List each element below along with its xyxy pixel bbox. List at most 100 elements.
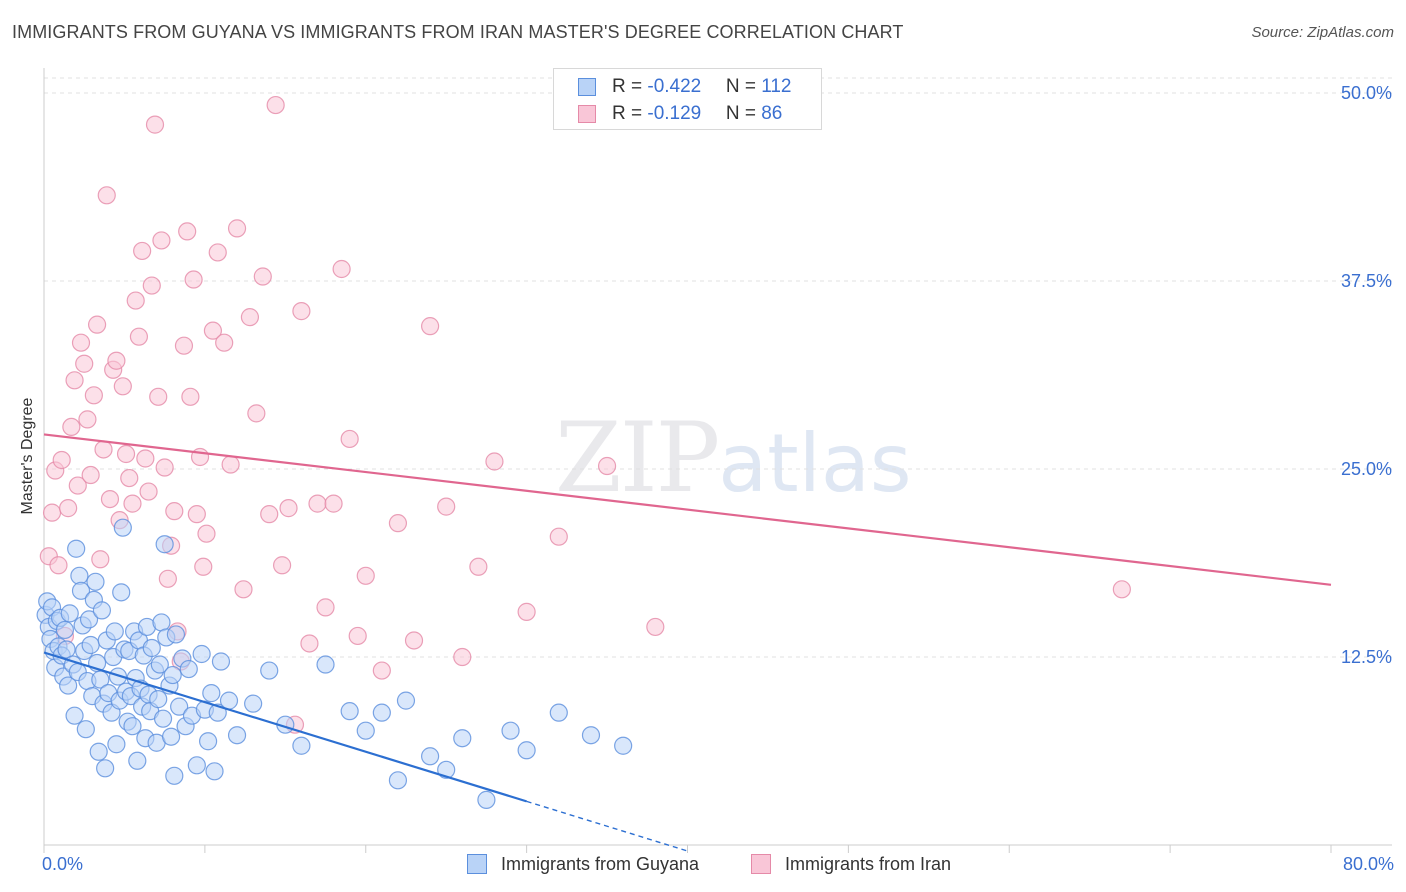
r-value-guyana: -0.422	[647, 76, 702, 97]
guyana-point	[165, 766, 184, 785]
iran-point	[62, 417, 81, 437]
guyana-trend-line	[43, 651, 527, 803]
iran-point	[227, 219, 247, 238]
iran-point	[65, 371, 84, 390]
guyana-point	[396, 691, 416, 710]
guyana-point	[388, 771, 408, 790]
guyana-point	[67, 539, 86, 558]
guyana-point	[161, 727, 181, 746]
guyana-point	[112, 583, 131, 602]
iran-point	[221, 455, 240, 474]
iran-point	[234, 580, 253, 599]
guyana-trend-extension	[526, 800, 688, 852]
iran-point	[181, 387, 200, 406]
guyana-point	[356, 721, 375, 740]
guyana-point	[187, 756, 206, 775]
guyana-point	[128, 751, 147, 770]
r-label-guyana: R =	[612, 76, 648, 97]
guyana-point	[477, 790, 496, 809]
guyana-point	[227, 726, 247, 745]
iran-point	[260, 505, 279, 524]
guyana-point	[517, 741, 536, 760]
guyana-point	[153, 709, 173, 728]
guyana-swatch	[578, 78, 596, 96]
watermark-atlas: atlas	[718, 417, 912, 510]
guyana-point	[219, 691, 239, 710]
iran-point	[308, 494, 327, 513]
stats-legend: R = -0.422 N = 112 R = -0.129 N = 86	[553, 68, 822, 130]
iran-point	[42, 503, 62, 522]
iran-point	[340, 429, 359, 449]
guyana-point	[211, 652, 231, 671]
guyana-point	[316, 655, 335, 674]
guyana-point	[55, 620, 75, 640]
iran-point	[145, 115, 165, 134]
guyana-point	[57, 640, 76, 659]
legend-label-iran: Immigrants from Iran	[785, 854, 952, 874]
iran-point	[139, 482, 158, 501]
iran-point	[97, 186, 116, 205]
guyana-point	[65, 706, 84, 725]
iran-point	[59, 499, 78, 518]
r-value-iran: -0.129	[647, 103, 702, 124]
guyana-point	[96, 759, 115, 778]
n-value-iran: 86	[761, 103, 783, 124]
iran-point	[87, 315, 107, 334]
iran-point	[78, 410, 97, 429]
iran-point	[187, 505, 206, 524]
guyana-point	[421, 747, 440, 766]
iran-point	[136, 449, 155, 468]
iran-point	[107, 351, 126, 370]
guyana-point	[179, 659, 198, 679]
iran-point	[197, 524, 216, 543]
guyana-point	[142, 638, 161, 658]
iran-point	[52, 450, 71, 470]
iran-point	[81, 465, 100, 485]
iran-point	[126, 291, 145, 310]
guyana-point	[163, 665, 182, 685]
y-tick-label: 12.5%	[1341, 647, 1392, 667]
guyana-point	[614, 736, 633, 755]
iran-trend-line	[43, 433, 1332, 586]
iran-point	[404, 631, 424, 650]
iran-point	[100, 489, 120, 509]
guyana-point	[123, 717, 142, 736]
guyana-point	[155, 535, 174, 554]
iran-point	[68, 476, 87, 495]
iran-point	[94, 440, 113, 459]
guyana-point	[76, 720, 95, 739]
iran-point	[549, 527, 568, 546]
iran-point	[272, 556, 292, 575]
iran-point	[1112, 580, 1131, 599]
legend-label-guyana: Immigrants from Guyana	[501, 854, 700, 874]
guyana-point	[71, 581, 91, 600]
iran-point	[517, 602, 536, 621]
iran-point	[597, 456, 617, 476]
guyana-point	[198, 732, 218, 751]
series-legend: Immigrants from Guyana Immigrants from I…	[0, 851, 1406, 879]
guyana-point	[205, 762, 224, 781]
iran-swatch	[578, 105, 596, 123]
guyana-point	[79, 610, 99, 629]
iran-point	[174, 336, 194, 355]
guyana-point	[170, 697, 189, 716]
y-tick-label: 50.0%	[1341, 83, 1392, 103]
iran-point	[155, 458, 174, 477]
iran-point	[300, 634, 319, 653]
iran-point	[165, 502, 184, 521]
guyana-point	[202, 684, 221, 703]
watermark-zip: ZIP	[555, 402, 720, 514]
iran-point	[203, 321, 223, 340]
iran-point	[75, 354, 94, 373]
iran-point	[485, 452, 504, 471]
guyana-point	[292, 736, 311, 755]
guyana-point	[59, 676, 78, 695]
guyana-point	[149, 690, 168, 709]
guyana-point	[192, 644, 211, 664]
legend-swatch-guyana	[467, 854, 487, 874]
iran-point	[49, 556, 68, 575]
iran-point	[158, 569, 177, 588]
guyana-point	[549, 703, 568, 722]
guyana-point	[91, 670, 110, 689]
legend-swatch-iran	[751, 854, 771, 874]
